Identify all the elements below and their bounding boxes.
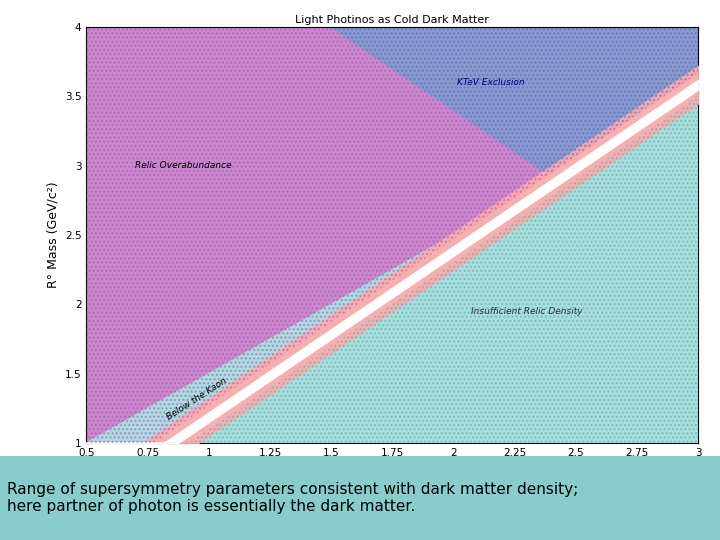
Y-axis label: R° Mass (GeV/c²): R° Mass (GeV/c²) bbox=[46, 181, 59, 288]
Title: Light Photinos as Cold Dark Matter: Light Photinos as Cold Dark Matter bbox=[295, 15, 490, 25]
Text: Insufficient Relic Density: Insufficient Relic Density bbox=[471, 307, 583, 315]
Text: Below the Kaon: Below the Kaon bbox=[165, 376, 228, 421]
Polygon shape bbox=[86, 97, 698, 443]
Polygon shape bbox=[86, 27, 549, 489]
Polygon shape bbox=[87, 96, 698, 443]
Text: Relic Overabundance: Relic Overabundance bbox=[135, 161, 232, 170]
X-axis label: Photino Mass (GeV/c²): Photino Mass (GeV/c²) bbox=[323, 463, 462, 476]
Text: Range of supersymmetry parameters consistent with dark matter density;
here part: Range of supersymmetry parameters consis… bbox=[7, 482, 578, 514]
Polygon shape bbox=[331, 27, 698, 174]
Text: KTeV Exclusion: KTeV Exclusion bbox=[456, 78, 524, 87]
